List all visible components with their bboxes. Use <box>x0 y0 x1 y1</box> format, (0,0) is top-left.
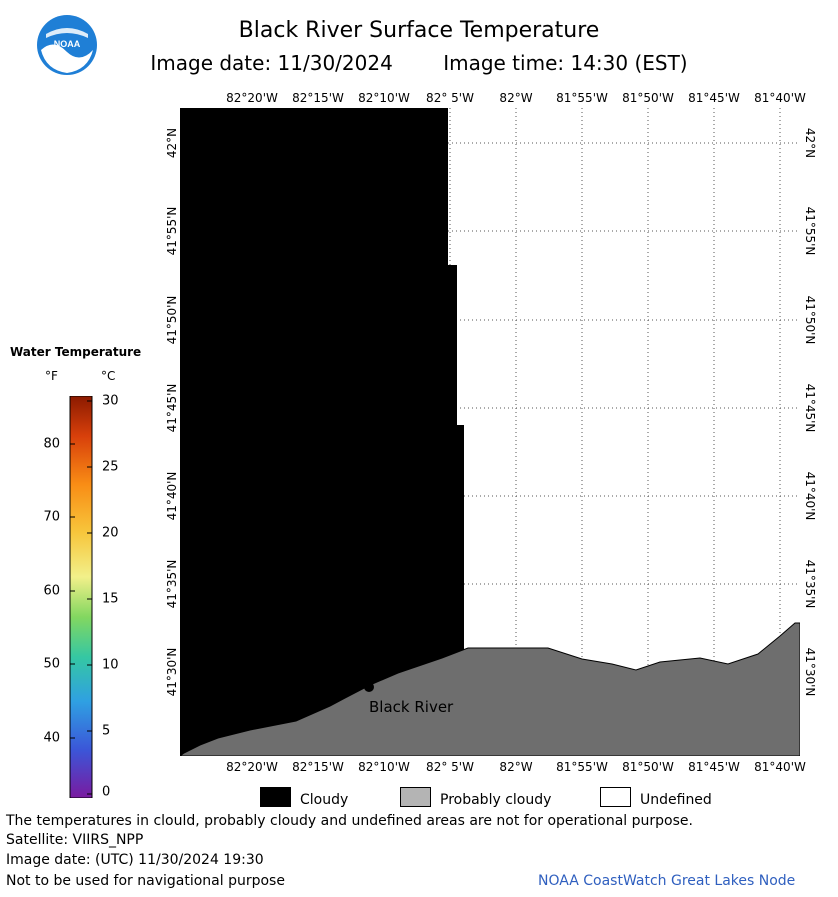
lon-label-bottom: 82°15'W <box>292 760 344 774</box>
temperature-colorbar <box>69 396 93 798</box>
image-datetime: Image date: 11/30/2024 Image time: 14:30… <box>0 51 838 75</box>
legend-c-tick: 15 <box>102 591 119 607</box>
lon-label-bottom: 82° 5'W <box>426 760 474 774</box>
legend-c-tick: 5 <box>102 723 111 739</box>
lon-label-top: 82°15'W <box>292 91 344 105</box>
image-time: Image time: 14:30 (EST) <box>443 51 688 75</box>
lon-label-top: 81°40'W <box>754 91 806 105</box>
legend-f-tick: 50 <box>43 656 60 672</box>
lon-label-top: 81°55'W <box>556 91 608 105</box>
lon-label-top: 81°45'W <box>688 91 740 105</box>
legend-unit-c: °C <box>101 369 116 383</box>
lat-label-right: 41°45'N <box>803 383 817 433</box>
lat-label-right: 41°55'N <box>803 206 817 256</box>
navigation-warning: Not to be used for navigational purpose <box>6 873 285 889</box>
legend-f-tick: 40 <box>43 730 60 746</box>
land-area <box>180 622 800 756</box>
lat-label-left: 41°55'N <box>165 206 179 256</box>
key-swatch-cloudy <box>260 787 291 807</box>
utc-date-text: Image date: (UTC) 11/30/2024 19:30 <box>6 852 264 868</box>
lat-label-right: 41°40'N <box>803 471 817 521</box>
lon-label-bottom: 82°20'W <box>226 760 278 774</box>
legend-c-tick: 30 <box>102 393 119 409</box>
key-swatch-undefined <box>600 787 631 807</box>
satellite-text: Satellite: VIIRS_NPP <box>6 832 144 848</box>
lat-label-left: 41°45'N <box>165 383 179 433</box>
key-label-cloudy: Cloudy <box>300 792 349 808</box>
disclaimer-text: The temperatures in clould, probably clo… <box>6 813 693 829</box>
lon-label-bottom: 81°55'W <box>556 760 608 774</box>
logo-text: NOAA <box>54 39 81 49</box>
legend-title: Water Temperature <box>10 345 142 359</box>
legend-c-tick: 10 <box>102 657 119 673</box>
lon-label-bottom: 82°10'W <box>358 760 410 774</box>
noaa-logo: NOAA <box>37 15 97 75</box>
legend-f-tick: 80 <box>43 436 60 452</box>
lat-label-left: 41°35'N <box>165 559 179 609</box>
key-label-undefined: Undefined <box>640 792 712 808</box>
lon-label-top: 82°10'W <box>358 91 410 105</box>
lat-label-right: 41°35'N <box>803 559 817 609</box>
legend-c-tick: 25 <box>102 459 119 475</box>
lat-label-left: 42°N <box>165 127 179 159</box>
image-date: Image date: 11/30/2024 <box>150 51 393 75</box>
lat-label-right: 42°N <box>803 127 817 159</box>
lon-label-bottom: 81°40'W <box>754 760 806 774</box>
legend-f-tick: 60 <box>43 583 60 599</box>
key-label-probably-cloudy: Probably cloudy <box>440 792 552 808</box>
cloudy-area <box>180 108 464 756</box>
lat-label-left: 41°40'N <box>165 471 179 521</box>
lat-label-right: 41°50'N <box>803 295 817 345</box>
lon-label-bottom: 81°45'W <box>688 760 740 774</box>
legend-unit-f: °F <box>45 369 58 383</box>
lon-label-top: 82°W <box>499 91 533 105</box>
legend-c-tick: 20 <box>102 525 119 541</box>
place-label-black-river: Black River <box>369 698 454 716</box>
page-title: Black River Surface Temperature <box>238 18 600 43</box>
colorbar-ticks <box>70 400 92 795</box>
lat-label-left: 41°50'N <box>165 295 179 345</box>
black-river-marker <box>364 682 374 692</box>
lon-label-bottom: 81°50'W <box>622 760 674 774</box>
legend-c-tick: 0 <box>102 784 111 800</box>
lon-label-top: 82°20'W <box>226 91 278 105</box>
lat-label-left: 41°30'N <box>165 647 179 697</box>
lat-label-right: 41°30'N <box>803 647 817 697</box>
temperature-map[interactable] <box>180 108 800 756</box>
key-swatch-probably-cloudy <box>400 787 431 807</box>
lon-label-top: 82° 5'W <box>426 91 474 105</box>
legend-f-tick: 70 <box>43 509 60 525</box>
credit-link[interactable]: NOAA CoastWatch Great Lakes Node <box>538 873 796 889</box>
lon-label-top: 81°50'W <box>622 91 674 105</box>
lon-label-bottom: 82°W <box>499 760 533 774</box>
